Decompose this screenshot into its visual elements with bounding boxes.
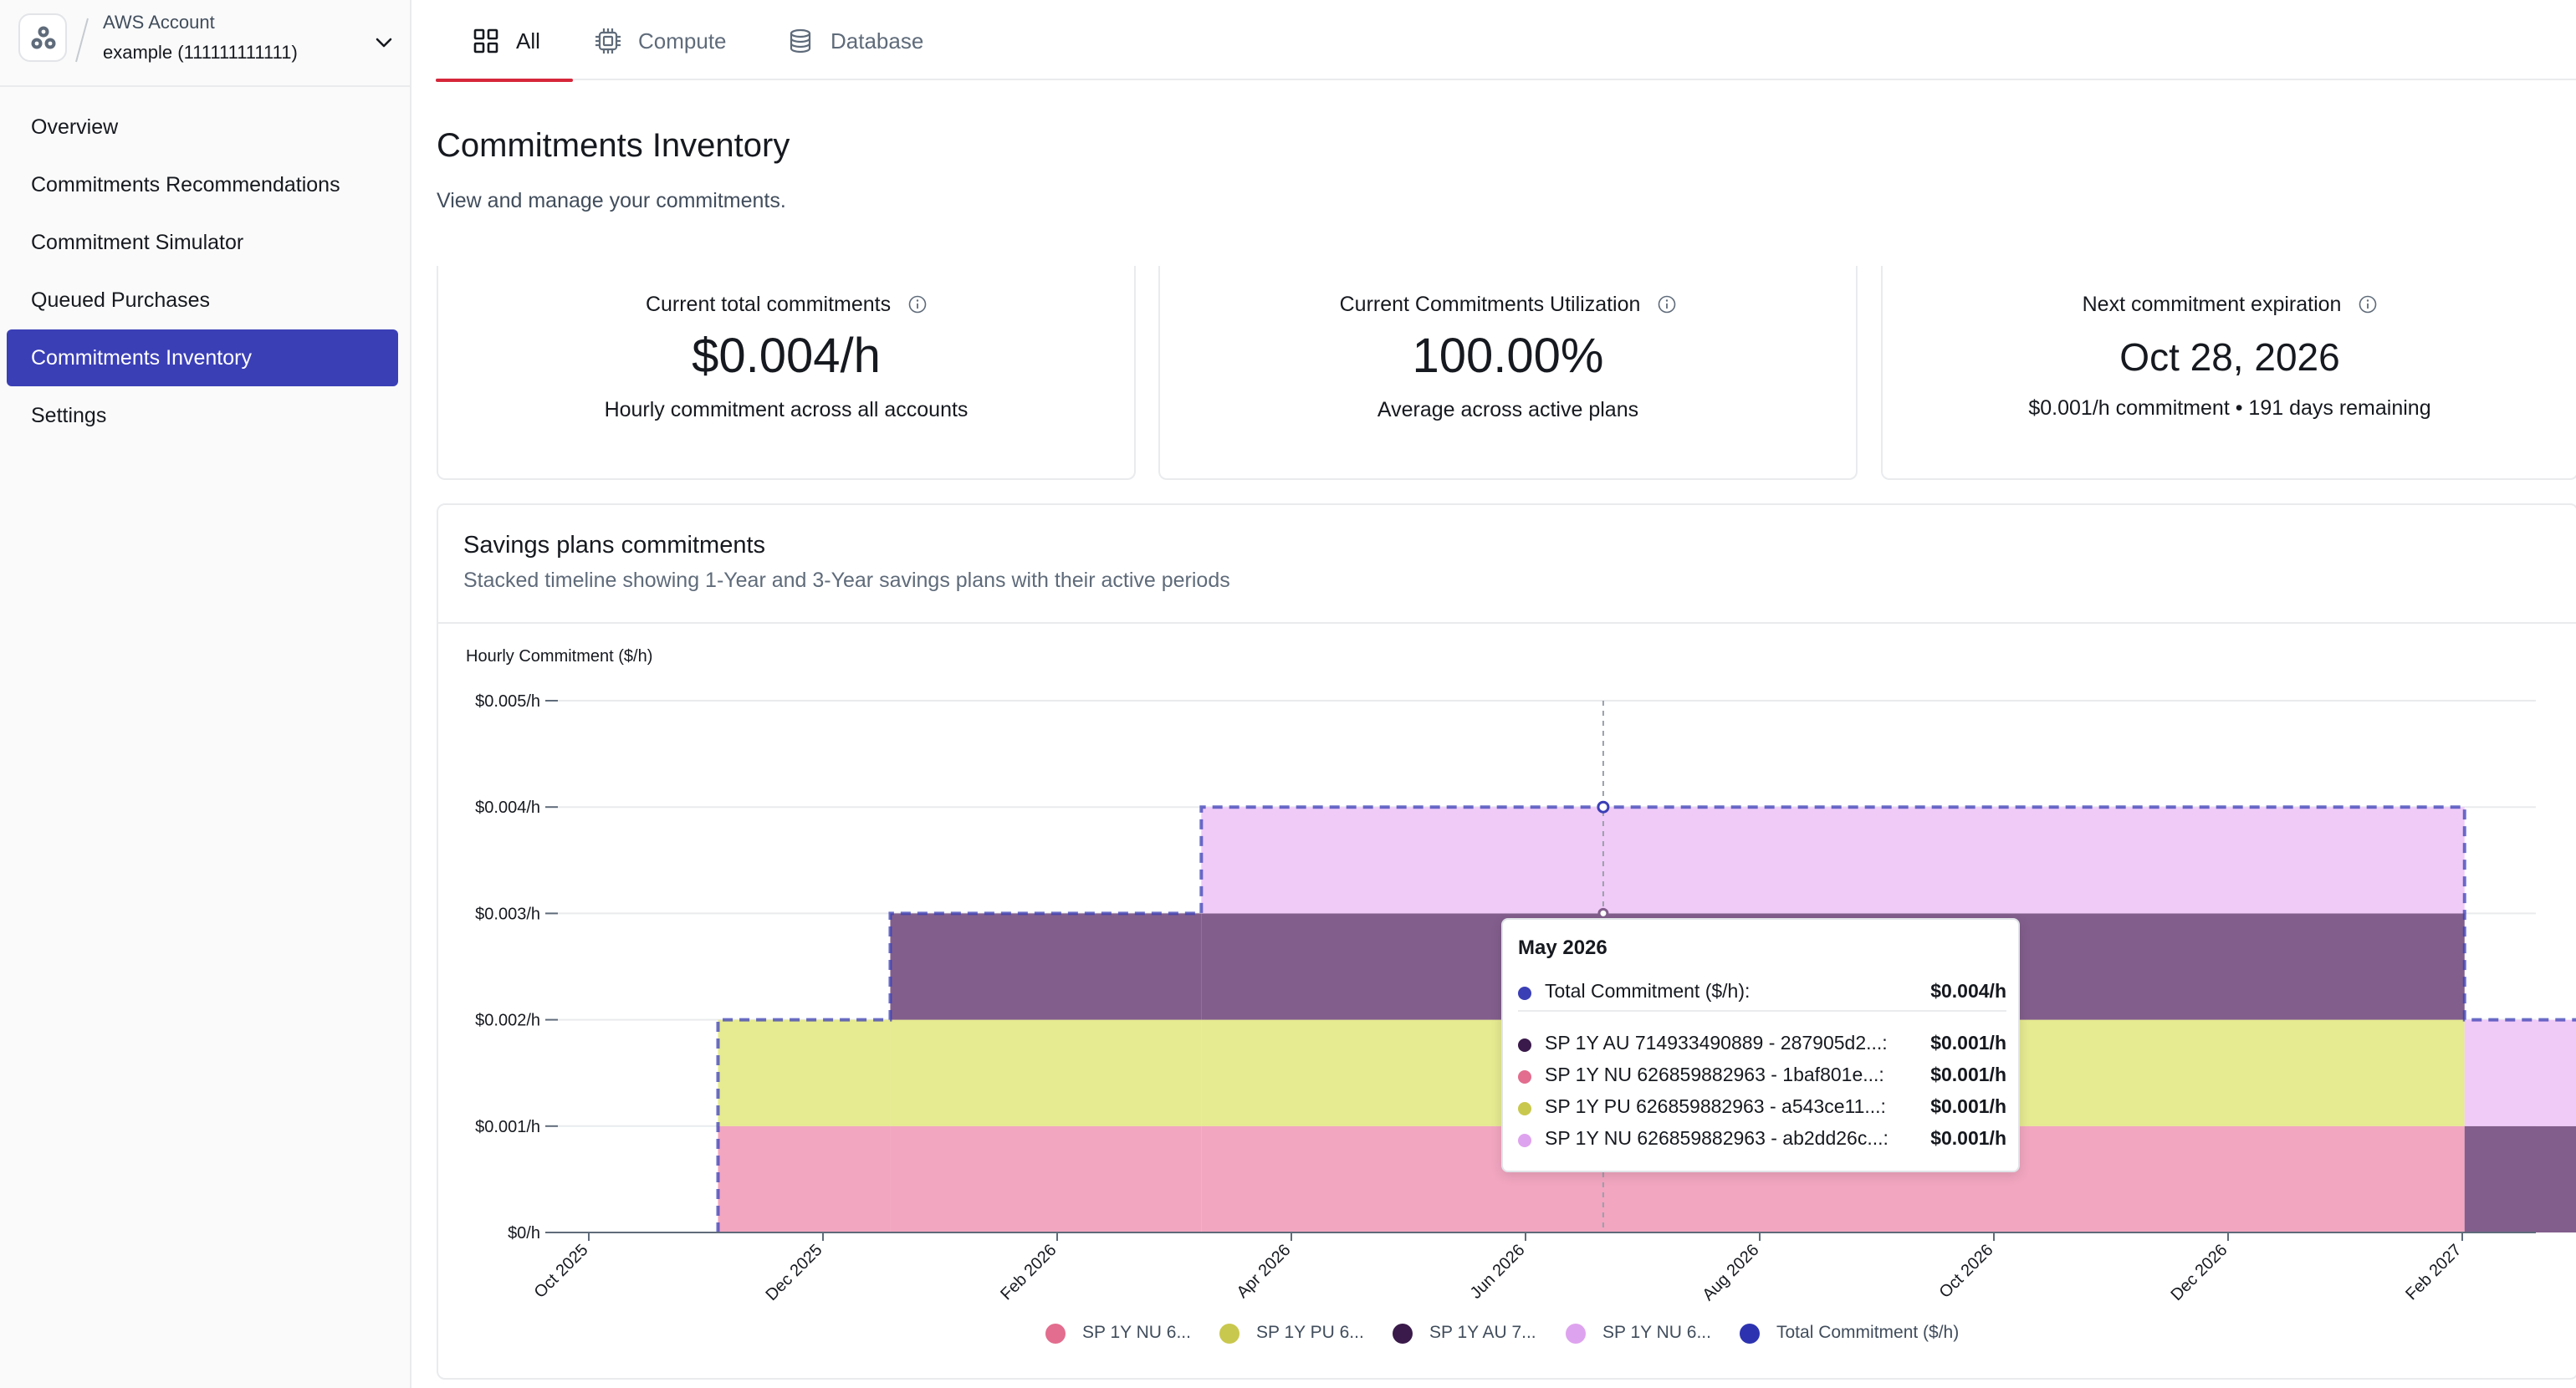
tooltip-total-row: Total Commitment ($/h): $0.004/h [1518, 980, 2006, 1005]
legend-label: SP 1Y PU 6... [1256, 1323, 1364, 1342]
legend-dot [1219, 1324, 1239, 1344]
tooltip-divider [1518, 1010, 2006, 1012]
legend-dot [1393, 1324, 1413, 1344]
tab-selected-indicator [436, 79, 573, 82]
tooltip-title: May 2026 [1518, 936, 1607, 959]
card-value: $0.004/h [692, 329, 881, 383]
tab-database-label: Database [831, 28, 924, 54]
card-label-text: Current total commitments [645, 293, 892, 316]
card-value: 100.00% [1412, 329, 1604, 383]
page-subtitle: View and manage your commitments. [437, 189, 786, 212]
card-subtext: $0.001/h commitment • 191 days remaining [2028, 396, 2431, 420]
tooltip-dot [1518, 1038, 1531, 1052]
tooltip-total-value: $0.004/h [1930, 980, 2006, 1002]
card-label-text: Next commitment expiration [2082, 293, 2342, 316]
tab-compute[interactable]: Compute [595, 0, 762, 80]
account-label: AWS Account [103, 12, 215, 33]
sidebar-item-commitments-inventory[interactable]: Commitments Inventory [7, 329, 398, 386]
sidebar-item-queued-purchases[interactable]: Queued Purchases [31, 288, 211, 312]
account-logo-icon [18, 13, 67, 62]
card-subtext: Average across active plans [1377, 398, 1639, 421]
card-label: Next commitment expiration [1883, 293, 2576, 317]
chart-tooltip: May 2026 Total Commitment ($/h): $0.004/… [1501, 918, 2020, 1172]
sidebar-item-overview[interactable]: Overview [31, 115, 119, 139]
legend-dot [1566, 1324, 1586, 1344]
card-label: Current total commitments [438, 293, 1134, 317]
tooltip-row-value: $0.001/h [1930, 1064, 2006, 1085]
tooltip-row-name: SP 1Y PU 626859882963 - a543ce11...: [1545, 1095, 1886, 1117]
legend-label: Total Commitment ($/h) [1776, 1323, 1960, 1342]
chevron-down-icon[interactable] [371, 30, 396, 55]
chart-title: Savings plans commitments [463, 532, 766, 559]
tooltip-row-value: $0.001/h [1930, 1095, 2006, 1117]
tooltip-row-value: $0.001/h [1930, 1127, 2006, 1149]
tooltip-row-value: $0.001/h [1930, 1032, 2006, 1054]
sidebar: AWS Account example (111111111111) Overv… [0, 0, 411, 1388]
legend-label: SP 1Y AU 7... [1429, 1323, 1536, 1342]
info-icon[interactable] [908, 295, 927, 314]
sidebar-item-settings[interactable]: Settings [31, 404, 107, 427]
card-label: Current Commitments Utilization [1160, 293, 1856, 317]
legend-label: SP 1Y NU 6... [1082, 1323, 1191, 1342]
tooltip-dot [1518, 1102, 1531, 1115]
card-utilization: Current Commitments Utilization 100.00% … [1158, 266, 1858, 480]
account-selector[interactable]: AWS Account example (111111111111) [0, 0, 410, 87]
database-icon [790, 28, 811, 54]
tab-all[interactable]: All [436, 0, 573, 82]
card-subtext: Hourly commitment across all accounts [604, 398, 969, 421]
tooltip-row-name: SP 1Y NU 626859882963 - ab2dd26c...: [1545, 1127, 1889, 1149]
tooltip-row-name: SP 1Y NU 626859882963 - 1baf801e...: [1545, 1064, 1884, 1085]
tab-compute-label: Compute [638, 28, 727, 54]
sidebar-nav: Overview Commitments Recommendations Com… [7, 99, 398, 445]
info-icon[interactable] [1658, 295, 1676, 314]
tooltip-dot [1518, 987, 1531, 1000]
tooltip-row: SP 1Y NU 626859882963 - ab2dd26c...: $0.… [1518, 1127, 2006, 1152]
tooltip-row: SP 1Y NU 626859882963 - 1baf801e...: $0.… [1518, 1064, 2006, 1089]
tab-bar: All Compute Database [436, 0, 2576, 82]
info-icon[interactable] [2359, 295, 2377, 314]
slash-divider-icon [75, 18, 89, 63]
card-next-expiration: Next commitment expiration Oct 28, 2026 … [1881, 266, 2576, 480]
tooltip-dot [1518, 1070, 1531, 1084]
legend-dot [1740, 1324, 1760, 1344]
tooltip-row: SP 1Y PU 626859882963 - a543ce11...: $0.… [1518, 1095, 2006, 1120]
tooltip-total-label: Total Commitment ($/h): [1545, 980, 1751, 1002]
legend-dot [1045, 1324, 1066, 1344]
grid-icon [473, 28, 498, 54]
cpu-icon [595, 28, 621, 54]
card-label-text: Current Commitments Utilization [1339, 293, 1641, 316]
tooltip-row-name: SP 1Y AU 714933490889 - 287905d2...: [1545, 1032, 1888, 1054]
tab-all-label: All [516, 28, 540, 54]
tooltip-row: SP 1Y AU 714933490889 - 287905d2...: $0.… [1518, 1032, 2006, 1057]
tooltip-dot [1518, 1134, 1531, 1147]
tab-database[interactable]: Database [787, 0, 954, 80]
divider [438, 622, 2576, 624]
chart-description: Stacked timeline showing 1-Year and 3-Ye… [463, 569, 1230, 592]
sidebar-item-commitment-simulator[interactable]: Commitment Simulator [31, 231, 244, 254]
account-name: example (111111111111) [103, 42, 298, 63]
sidebar-item-commitments-recommendations[interactable]: Commitments Recommendations [31, 173, 340, 196]
card-value: Oct 28, 2026 [2119, 335, 2340, 379]
legend-label: SP 1Y NU 6... [1602, 1323, 1711, 1342]
card-total-commitments: Current total commitments $0.004/h Hourl… [437, 266, 1136, 480]
page-title: Commitments Inventory [437, 127, 790, 164]
